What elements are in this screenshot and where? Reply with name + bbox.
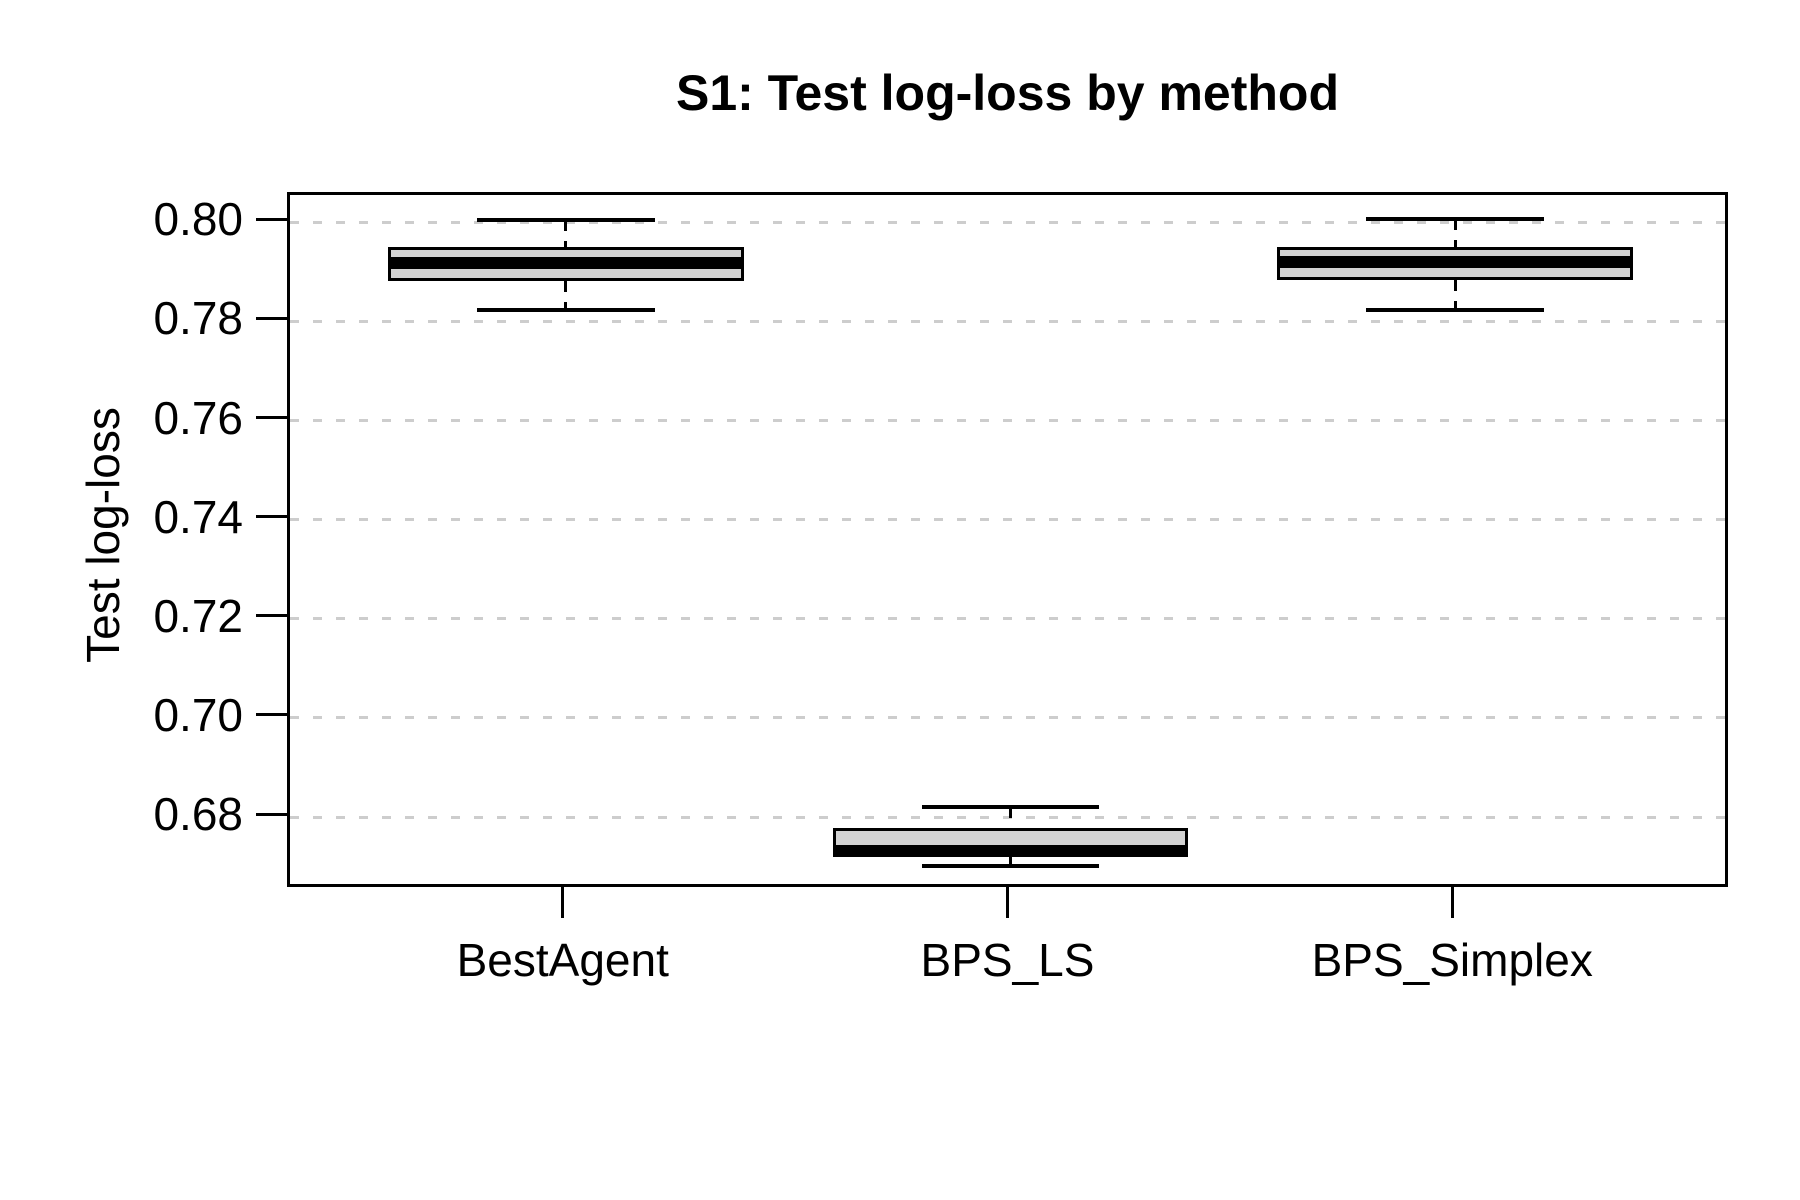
- whisker-upper-cap: [921, 805, 1100, 810]
- whisker-lower-cap: [921, 864, 1100, 869]
- x-category-label: BPS_Simplex: [1311, 934, 1593, 986]
- y-tick-label: 0.72: [153, 589, 243, 642]
- x-category-label: BestAgent: [456, 934, 669, 986]
- whisker-upper-line: [564, 219, 568, 248]
- whisker-upper-line: [1453, 219, 1457, 247]
- y-axis-tick: [256, 614, 287, 618]
- whisker-upper-cap: [476, 217, 655, 222]
- gridline: [290, 518, 1731, 522]
- y-axis-tick: [256, 812, 287, 816]
- whisker-upper-cap: [1366, 217, 1545, 222]
- chart-title: S1: Test log-loss by method: [675, 65, 1340, 121]
- whisker-lower-cap: [1366, 307, 1545, 312]
- y-tick-label: 0.74: [153, 490, 243, 543]
- y-tick-label: 0.76: [153, 391, 243, 444]
- y-axis-tick: [256, 416, 287, 420]
- whisker-lower-cap: [476, 308, 655, 312]
- gridline: [290, 220, 1731, 224]
- x-axis-tick: [1450, 887, 1454, 918]
- y-axis-tick: [256, 515, 287, 519]
- y-axis-tick: [256, 217, 287, 221]
- median-line: [832, 845, 1189, 858]
- x-category-label: BPS_LS: [920, 934, 1095, 986]
- whisker-upper-line: [1009, 807, 1012, 829]
- x-axis-tick: [561, 887, 565, 918]
- whisker-lower-line: [564, 280, 568, 310]
- y-tick-label: 0.70: [153, 688, 243, 741]
- gridline: [290, 319, 1731, 323]
- y-tick-label: 0.68: [153, 788, 243, 841]
- gridline: [290, 716, 1731, 720]
- median-line: [387, 256, 744, 269]
- y-tick-label: 0.78: [153, 292, 243, 345]
- y-axis-tick: [256, 316, 287, 320]
- whisker-lower-line: [1453, 279, 1457, 310]
- y-tick-label: 0.80: [153, 193, 243, 246]
- median-line: [1277, 255, 1634, 268]
- x-axis-tick: [1006, 887, 1009, 918]
- plot-area: [287, 192, 1731, 887]
- whisker-lower-line: [1009, 856, 1012, 867]
- y-axis-tick: [256, 713, 287, 717]
- gridline: [290, 419, 1731, 423]
- gridline: [290, 617, 1731, 621]
